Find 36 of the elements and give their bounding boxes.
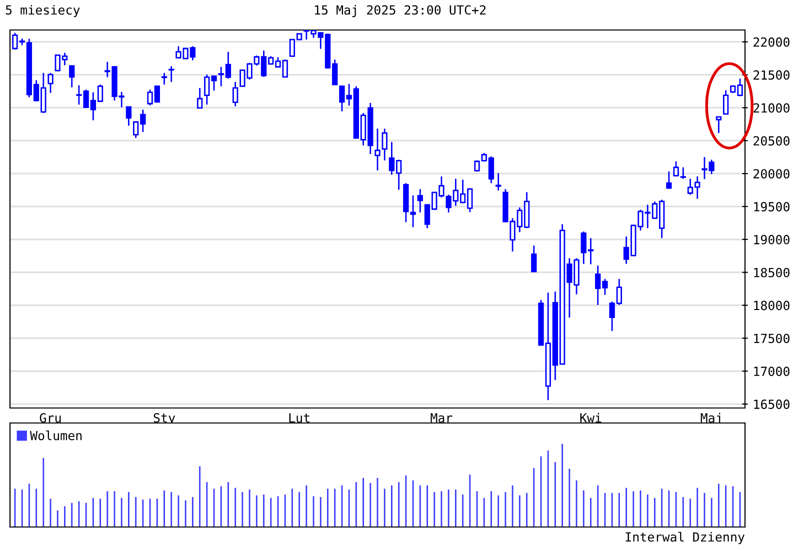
x-tick-label: Mar [430,413,452,423]
candlestick [496,172,502,192]
candlestick [410,194,416,228]
candlestick [232,81,238,108]
candlestick [716,116,722,134]
y-tick-label: 17000 [754,366,790,376]
candlestick [531,244,537,272]
y-tick-label: 16500 [754,400,790,410]
candlestick [168,66,174,83]
x-tick-label: Lut [289,413,310,423]
y-tick-label: 21500 [754,70,790,80]
y-tick-label: 20500 [754,136,790,146]
candlestick [382,128,388,162]
candlestick [374,128,380,172]
chart-title: 5 miesiecy [6,4,80,18]
legend-label: Wolumen [30,430,82,440]
candlestick [69,64,75,88]
y-tick-label: 18500 [754,268,790,278]
y-tick-label: 22000 [754,37,790,47]
candlestick [161,72,168,86]
y-tick-label: 19000 [754,234,790,244]
x-tick-label: Gru [40,413,61,423]
y-tick-label: 18000 [754,300,790,310]
chart-subtitle: 15 Maj 2025 23:00 UTC+2 [314,4,486,18]
candlestick [126,106,132,126]
candlestick [48,72,54,94]
candlestick [666,170,672,190]
y-tick-label: 19500 [754,202,790,212]
candlestick [722,90,729,115]
text: Interwal Dzienny [626,532,745,544]
y-tick-label: 20000 [754,169,790,179]
candlestick [417,188,423,214]
x-tick-label: Kwi [580,412,602,422]
candlestick [196,87,203,109]
y-tick-label: 21000 [754,103,790,113]
y-tick-label: 17500 [754,334,790,344]
